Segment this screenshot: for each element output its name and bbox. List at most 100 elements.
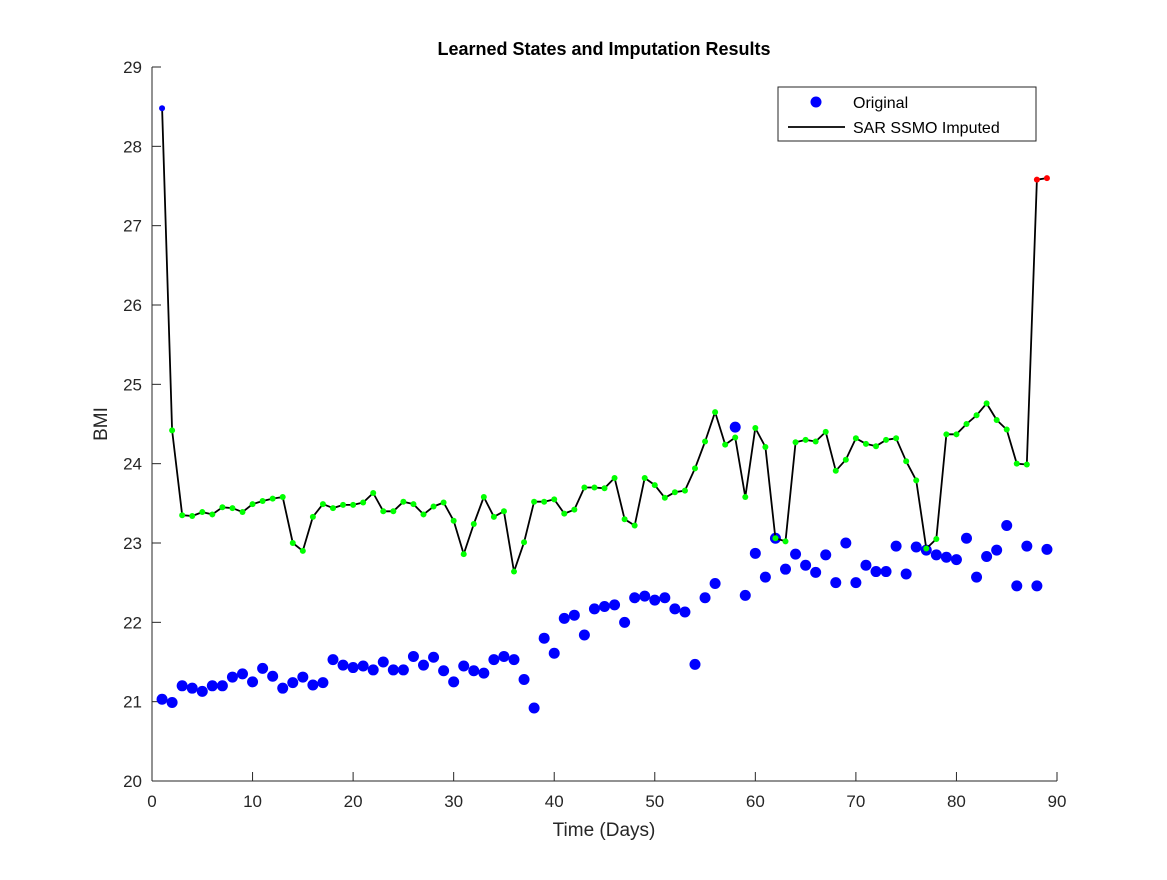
- x-tick-label: 10: [243, 792, 262, 811]
- original-point: [518, 673, 530, 685]
- original-point: [337, 659, 349, 671]
- imputed-line: [161, 108, 1048, 573]
- imputed-state-point: [832, 467, 839, 474]
- original-point: [599, 600, 610, 612]
- imputed-state-point: [309, 513, 316, 520]
- imputed-state-point: [953, 431, 960, 438]
- y-tick-label: 22: [123, 613, 142, 632]
- imputed-state-point: [601, 485, 608, 492]
- imputed-state-point: [782, 538, 789, 545]
- original-point: [478, 667, 490, 679]
- original-point: [578, 629, 590, 641]
- imputed-state-point: [410, 501, 417, 508]
- original-point: [961, 532, 972, 544]
- imputed-state-point: [681, 487, 688, 494]
- original-point: [679, 606, 691, 618]
- imputed-state-point: [239, 509, 246, 516]
- legend-box: [777, 86, 1037, 142]
- imputed-state-point: [943, 431, 950, 438]
- imputed-state-point: [973, 412, 980, 419]
- y-tick-label: 25: [123, 375, 142, 394]
- original-point: [820, 549, 832, 561]
- original-point: [196, 685, 208, 697]
- x-tick-label: 70: [846, 792, 865, 811]
- original-point: [870, 566, 882, 578]
- imputed-state-point: [732, 434, 739, 441]
- imputed-state-point: [933, 536, 940, 543]
- original-point: [1011, 580, 1023, 592]
- imputed-state-point: [903, 458, 910, 465]
- imputed-state-point: [430, 503, 437, 510]
- imputed-state-point: [963, 421, 970, 427]
- imputed-state-point: [400, 498, 407, 505]
- original-point: [689, 658, 701, 670]
- original-point: [1021, 540, 1033, 552]
- original-point: [156, 693, 168, 705]
- imputed-state-point: [1033, 176, 1040, 183]
- original-point: [790, 548, 802, 560]
- original-point: [186, 682, 198, 694]
- original-point: [780, 563, 791, 575]
- imputed-state-point: [330, 505, 336, 512]
- original-point: [910, 541, 922, 553]
- imputed-state-point: [511, 568, 517, 575]
- imputed-state-point: [541, 498, 548, 505]
- x-tick-label: 30: [444, 792, 463, 811]
- original-point: [548, 647, 560, 659]
- original-point: [498, 650, 510, 662]
- imputed-state-point: [259, 497, 266, 504]
- original-point: [739, 589, 751, 601]
- original-point: [247, 676, 259, 688]
- y-tick-label: 24: [123, 455, 142, 474]
- original-point: [850, 577, 862, 589]
- original-point: [558, 612, 570, 624]
- original-point: [810, 566, 822, 578]
- imputed-state-point: [611, 474, 618, 481]
- imputed-state-point: [1013, 460, 1020, 467]
- x-tick-label: 20: [344, 792, 363, 811]
- imputed-state-point: [581, 484, 588, 491]
- original-point: [367, 664, 379, 676]
- original-point: [226, 671, 238, 683]
- imputed-state-point: [893, 435, 900, 442]
- y-tick-label: 20: [123, 772, 142, 791]
- imputed-state-point: [340, 501, 347, 508]
- imputed-state-point: [169, 427, 176, 434]
- original-point: [206, 680, 218, 692]
- imputed-state-point: [360, 499, 367, 506]
- legend: Original SAR SSMO Imputed: [777, 86, 1037, 142]
- y-tick-label: 29: [123, 58, 142, 77]
- original-point: [448, 676, 460, 688]
- plot-area: 0 10 20 30 40 50 60 70 80 90 20 21 22 23 24 25 26 27 28 29: [123, 58, 1066, 811]
- original-point: [237, 668, 248, 680]
- imputed-state-point: [199, 509, 206, 516]
- x-axis-label: Time (Days): [553, 820, 656, 841]
- imputed-state-point: [1003, 426, 1010, 433]
- original-point: [588, 603, 600, 615]
- imputed-state-point: [390, 508, 397, 515]
- y-tick-label: 28: [123, 137, 142, 156]
- imputed-state-point: [873, 443, 879, 450]
- imputed-state-point: [702, 438, 709, 445]
- original-point: [940, 551, 952, 563]
- imputed-state-point: [470, 520, 477, 527]
- imputed-state-point: [159, 105, 166, 112]
- x-tick-label: 50: [645, 792, 664, 811]
- original-point: [267, 670, 279, 682]
- original-point: [930, 549, 942, 561]
- imputed-state-point: [370, 490, 377, 497]
- original-point: [830, 577, 842, 589]
- original-point: [387, 664, 399, 676]
- imputed-state-point: [551, 496, 558, 503]
- original-point: [1041, 543, 1053, 555]
- imputed-state-point: [772, 535, 779, 542]
- original-point: [407, 650, 419, 662]
- imputed-state-point: [822, 428, 829, 435]
- original-point: [377, 656, 389, 668]
- imputed-state-point: [591, 484, 598, 491]
- original-point: [950, 554, 962, 566]
- imputed-state-point: [913, 477, 920, 484]
- original-point: [1001, 520, 1013, 532]
- imputed-state-point: [350, 501, 357, 508]
- imputed-state-point: [712, 409, 719, 416]
